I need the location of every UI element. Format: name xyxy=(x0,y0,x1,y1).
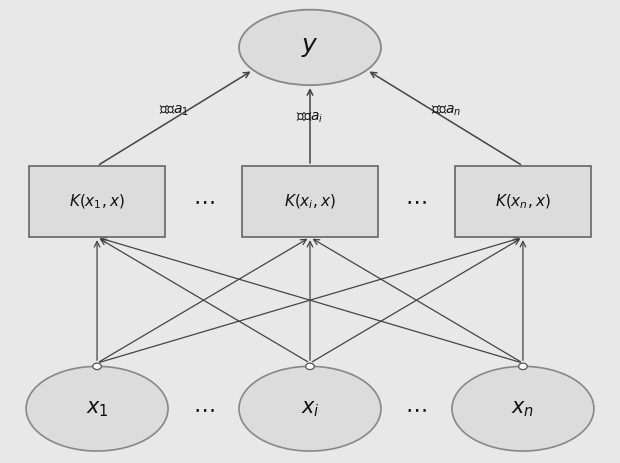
Circle shape xyxy=(93,363,102,369)
Text: 权重$a_1$: 权重$a_1$ xyxy=(159,104,188,118)
FancyBboxPatch shape xyxy=(29,166,165,237)
Circle shape xyxy=(306,363,314,369)
FancyBboxPatch shape xyxy=(242,166,378,237)
Circle shape xyxy=(518,363,527,369)
Text: $x_n$: $x_n$ xyxy=(512,399,534,419)
Text: $\cdots$: $\cdots$ xyxy=(405,399,427,419)
Ellipse shape xyxy=(452,366,594,451)
Ellipse shape xyxy=(26,366,168,451)
Text: $x_i$: $x_i$ xyxy=(301,399,319,419)
Ellipse shape xyxy=(239,366,381,451)
Text: 权重$a_n$: 权重$a_n$ xyxy=(431,104,461,118)
Text: $y$: $y$ xyxy=(301,35,319,59)
Ellipse shape xyxy=(239,10,381,85)
Text: $\cdots$: $\cdots$ xyxy=(405,192,427,212)
Text: $x_1$: $x_1$ xyxy=(86,399,108,419)
Text: $K(x_i,x)$: $K(x_i,x)$ xyxy=(284,193,336,211)
Text: $\cdots$: $\cdots$ xyxy=(193,192,215,212)
Text: $K(x_1,x)$: $K(x_1,x)$ xyxy=(69,193,125,211)
FancyBboxPatch shape xyxy=(455,166,591,237)
Text: 权重$a_i$: 权重$a_i$ xyxy=(296,110,324,125)
Text: $K(x_n,x)$: $K(x_n,x)$ xyxy=(495,193,551,211)
Text: $\cdots$: $\cdots$ xyxy=(193,399,215,419)
